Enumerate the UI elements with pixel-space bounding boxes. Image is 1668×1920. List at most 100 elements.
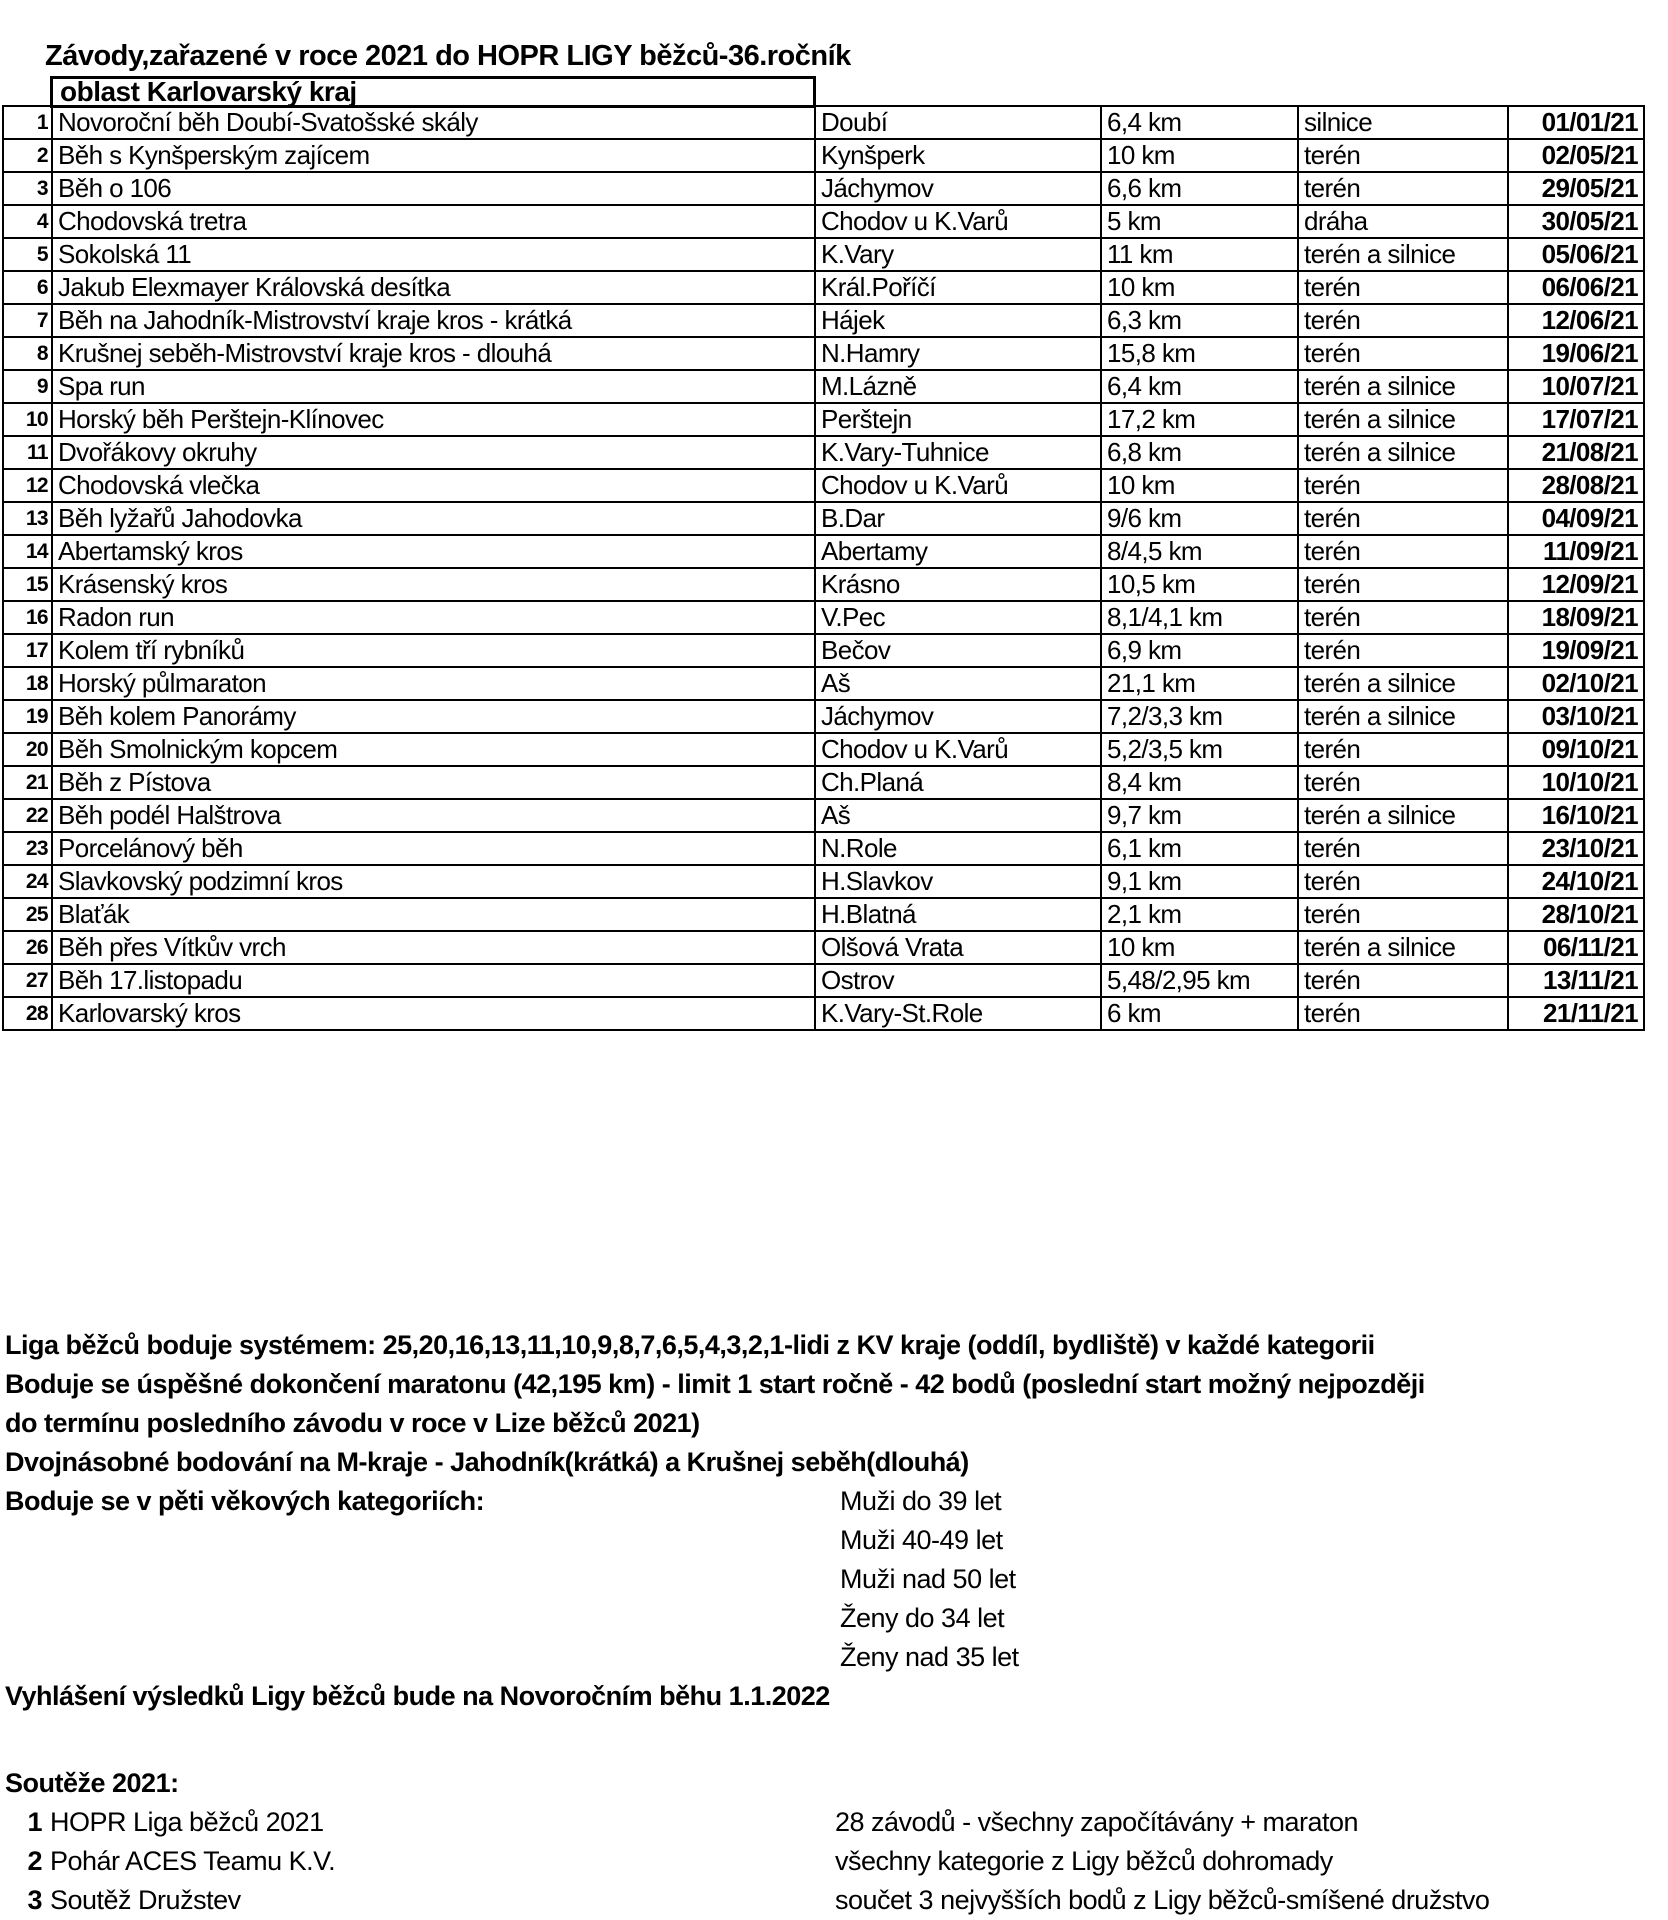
race-location: N.Hamry xyxy=(814,336,1102,371)
race-number: 23 xyxy=(2,831,53,866)
table-row: 26 Běh přes Vítkův vrch Olšová Vrata 10 km t… xyxy=(2,930,1645,965)
category-item: Muži 40-49 let xyxy=(840,1525,1003,1555)
race-date: 28/08/21 xyxy=(1507,468,1645,503)
scoring-note: Liga běžců boduje systémem: 25,20,16,13,… xyxy=(5,1330,1375,1360)
race-location: Doubí xyxy=(814,105,1102,140)
race-location: Jáchymov xyxy=(814,171,1102,206)
race-distance: 6,3 km xyxy=(1100,303,1299,338)
race-surface: terén xyxy=(1297,633,1509,668)
race-surface: terén xyxy=(1297,501,1509,536)
table-row: 23 Porcelánový běh N.Role 6,1 km terén 23/10/… xyxy=(2,831,1645,866)
double-scoring-note: Dvojnásobné bodování na M-kraje - Jahodn… xyxy=(5,1447,969,1477)
competition-number: 3 xyxy=(27,1885,42,1915)
race-date: 13/11/21 xyxy=(1507,963,1645,998)
race-location: Krásno xyxy=(814,567,1102,602)
race-location: Abertamy xyxy=(814,534,1102,569)
race-number: 15 xyxy=(2,567,53,602)
race-number: 11 xyxy=(2,435,53,470)
race-date: 03/10/21 xyxy=(1507,699,1645,734)
race-name: Běh s Kynšperským zajícem xyxy=(51,138,816,173)
race-surface: terén xyxy=(1297,996,1509,1031)
race-date: 24/10/21 xyxy=(1507,864,1645,899)
table-row: 6 Jakub Elexmayer Královská desítka Král.P… xyxy=(2,270,1645,305)
race-surface: terén xyxy=(1297,336,1509,371)
race-number: 26 xyxy=(2,930,53,965)
race-name: Běh o 106 xyxy=(51,171,816,206)
race-date: 06/11/21 xyxy=(1507,930,1645,965)
categories-label: Boduje se v pěti věkových kategoriích: xyxy=(5,1486,485,1516)
race-surface: terén a silnice xyxy=(1297,798,1509,833)
race-surface: terén xyxy=(1297,468,1509,503)
race-name: Radon run xyxy=(51,600,816,635)
race-name: Dvořákovy okruhy xyxy=(51,435,816,470)
race-location: H.Blatná xyxy=(814,897,1102,932)
table-row: 16 Radon run V.Pec 8,1/4,1 km terén 18/09/21 xyxy=(2,600,1645,635)
race-distance: 15,8 km xyxy=(1100,336,1299,371)
race-distance: 5,2/3,5 km xyxy=(1100,732,1299,767)
table-row: 15 Krásenský kros Krásno 10,5 km terén 12/09/… xyxy=(2,567,1645,602)
race-number: 9 xyxy=(2,369,53,404)
categories-row: Boduje se v pěti věkových kategoriích: M… xyxy=(5,1482,1665,1521)
race-number: 20 xyxy=(2,732,53,767)
notes-section: Liga běžců boduje systémem: 25,20,16,13,… xyxy=(5,1326,1665,1716)
table-row: 25 Blaťák H.Blatná 2,1 km terén 28/10/21 xyxy=(2,897,1645,932)
race-number: 10 xyxy=(2,402,53,437)
race-location: N.Role xyxy=(814,831,1102,866)
race-date: 05/06/21 xyxy=(1507,237,1645,272)
race-number: 4 xyxy=(2,204,53,239)
race-surface: terén xyxy=(1297,765,1509,800)
race-number: 3 xyxy=(2,171,53,206)
race-date: 02/10/21 xyxy=(1507,666,1645,701)
race-location: Chodov u K.Varů xyxy=(814,204,1102,239)
table-row: 10 Horský běh Perštejn-Klínovec Perštejn 17… xyxy=(2,402,1645,437)
table-row: 8 Krušnej seběh-Mistrovství kraje kros - … xyxy=(2,336,1645,371)
race-surface: terén a silnice xyxy=(1297,666,1509,701)
race-surface: dráha xyxy=(1297,204,1509,239)
race-location: Hájek xyxy=(814,303,1102,338)
race-date: 12/09/21 xyxy=(1507,567,1645,602)
competition-name: HOPR Liga běžců 2021 xyxy=(50,1807,324,1837)
race-location: Jáchymov xyxy=(814,699,1102,734)
race-number: 2 xyxy=(2,138,53,173)
race-name: Běh Smolnickým kopcem xyxy=(51,732,816,767)
table-row: 5 Sokolská 11 K.Vary 11 km terén a silnice 05… xyxy=(2,237,1645,272)
race-location: Perštejn xyxy=(814,402,1102,437)
race-surface: terén xyxy=(1297,171,1509,206)
competition-name: Soutěž Družstev xyxy=(50,1885,241,1915)
race-name: Běh z Pístova xyxy=(51,765,816,800)
race-distance: 6,1 km xyxy=(1100,831,1299,866)
race-distance: 6,4 km xyxy=(1100,105,1299,140)
race-location: K.Vary-Tuhnice xyxy=(814,435,1102,470)
competition-item: 2 Pohár ACES Teamu K.V. všechny kategori… xyxy=(5,1842,1665,1881)
race-location: Ch.Planá xyxy=(814,765,1102,800)
race-number: 6 xyxy=(2,270,53,305)
race-distance: 5 km xyxy=(1100,204,1299,239)
race-distance: 2,1 km xyxy=(1100,897,1299,932)
table-row: 24 Slavkovský podzimní kros H.Slavkov 9,1 k… xyxy=(2,864,1645,899)
table-row: 9 Spa run M.Lázně 6,4 km terén a silnice 10/0… xyxy=(2,369,1645,404)
race-name: Porcelánový běh xyxy=(51,831,816,866)
competitions-section: Soutěže 2021: 1 HOPR Liga běžců 2021 28 … xyxy=(5,1764,1665,1920)
race-surface: terén xyxy=(1297,138,1509,173)
table-row: 27 Běh 17.listopadu Ostrov 5,48/2,95 km teré… xyxy=(2,963,1645,998)
table-row: 19 Běh kolem Panorámy Jáchymov 7,2/3,3 km te… xyxy=(2,699,1645,734)
race-date: 10/10/21 xyxy=(1507,765,1645,800)
race-surface: terén xyxy=(1297,303,1509,338)
race-name: Horský půlmaraton xyxy=(51,666,816,701)
page-title: Závody,zařazené v roce 2021 do HOPR LIGY… xyxy=(45,40,851,72)
race-distance: 6,6 km xyxy=(1100,171,1299,206)
race-date: 18/09/21 xyxy=(1507,600,1645,635)
race-location: Olšová Vrata xyxy=(814,930,1102,965)
race-date: 19/06/21 xyxy=(1507,336,1645,371)
race-distance: 8,4 km xyxy=(1100,765,1299,800)
race-name: Běh přes Vítkův vrch xyxy=(51,930,816,965)
race-location: Ostrov xyxy=(814,963,1102,998)
race-name: Sokolská 11 xyxy=(51,237,816,272)
race-location: V.Pec xyxy=(814,600,1102,635)
race-number: 25 xyxy=(2,897,53,932)
race-name: Krásenský kros xyxy=(51,567,816,602)
race-date: 28/10/21 xyxy=(1507,897,1645,932)
race-name: Spa run xyxy=(51,369,816,404)
table-row: 18 Horský půlmaraton Aš 21,1 km terén a siln… xyxy=(2,666,1645,701)
